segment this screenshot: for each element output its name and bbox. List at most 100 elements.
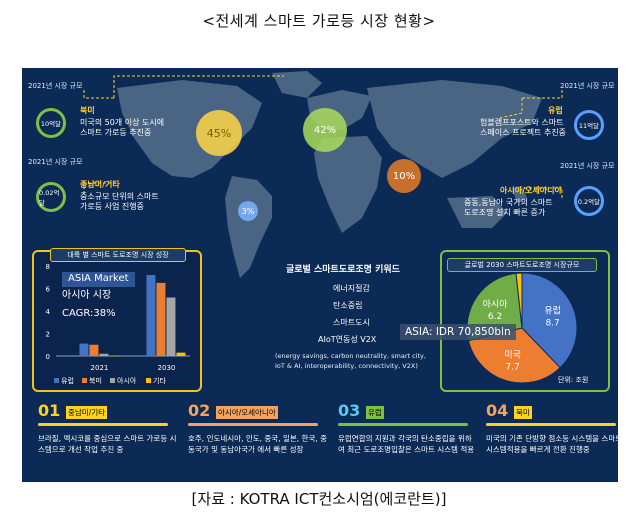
legend-label: 아시아 — [117, 376, 137, 385]
asia-value-ring: 0.2억달 — [574, 186, 604, 216]
keywords-desc-2: IoT & AI, interoperability, connectivity… — [275, 362, 418, 370]
bar-유럽-2021 — [79, 343, 89, 356]
na-name: 북미 — [80, 106, 95, 115]
la-year-label: 2021년 시장 규모 — [28, 158, 83, 166]
section-tag: 중남미/기타 — [66, 406, 108, 419]
y-tick-label: 6 — [46, 286, 51, 294]
section-divider — [38, 423, 168, 426]
y-tick-label: 4 — [46, 308, 51, 316]
bar-annotation-3: CAGR:38% — [62, 308, 116, 319]
bar-북미-2021 — [89, 344, 99, 356]
pie-slice-미국 — [467, 327, 561, 384]
bar-기타-2021 — [109, 355, 119, 357]
pie-slice-유럽 — [521, 272, 578, 369]
bar-annotation-2: 아시아 시장 — [62, 290, 112, 301]
y-tick-label: 0 — [46, 353, 50, 361]
section-divider — [338, 423, 468, 426]
eu-desc-2: 스페이스 프로젝트 추진중 — [480, 128, 567, 137]
legend-label: 북미 — [89, 376, 102, 385]
section-desc: 미국의 기존 단방향 점소등 시스템을 스마트 시스템적용을 빠르게 전환 진행… — [486, 434, 618, 454]
bar-아시아-2030 — [166, 297, 176, 356]
na-desc-1: 미국의 50개 이상 도시에 — [80, 118, 165, 127]
x-tick-label: 2021 — [91, 364, 109, 372]
pie-chart-frame — [440, 250, 610, 392]
source: [자료 : KOTRA ICT컨소시엄(에코란트)] — [191, 490, 447, 508]
bubble-europe: 42% — [303, 108, 347, 152]
bar-annotation-1: ASIA Market — [62, 272, 135, 287]
x-tick-label: 2030 — [158, 364, 176, 372]
infographic-panel: 45% 42% 10% 3% 2021년 시장 규모 10억달 북미 미국의 5… — [22, 68, 618, 482]
pie-slice-other — [515, 272, 523, 329]
y-tick-label: 2 — [46, 331, 50, 339]
asia-year-label: 2021년 시장 규모 — [560, 162, 615, 170]
bubble-north-america: 45% — [196, 110, 242, 156]
bar-유럽-2030 — [146, 275, 156, 356]
pie-label-value: 8.7 — [545, 319, 559, 329]
pie-label-name: 아시아 — [483, 299, 509, 310]
section-desc: 브라질, 멕시코를 중심으로 스마트 가로등 시스템으로 개선 작업 추진 중 — [38, 434, 177, 454]
keyword-2: 탄소중립 — [333, 301, 363, 310]
pie-label-value: 7.7 — [505, 363, 519, 373]
keyword-3: 스마트도시 — [333, 318, 370, 327]
legend-swatch — [54, 378, 59, 383]
pie-chart: 유럽 8.7 미국 7.7 아시아 6.2 — [466, 272, 578, 384]
na-value-ring: 10억달 — [36, 108, 66, 138]
bar-기타-2030 — [176, 352, 186, 356]
pie-label-value: 6.2 — [488, 312, 502, 322]
asia-desc-1: 중동,동남아 국가의 스마트 — [464, 198, 553, 207]
eu-value-ring: 11억달 — [574, 110, 604, 140]
na-year-label: 2021년 시장 규모 — [28, 82, 83, 90]
section-divider — [486, 423, 616, 426]
keyword-1: 에너지절감 — [333, 284, 370, 293]
section-desc: 유럽연합의 지원과 각국의 탄소중립을 위하여 최근 도로조명입찰은 스마트 시… — [338, 434, 475, 454]
la-desc-2: 가로등 사업 진행중 — [80, 202, 144, 211]
asia-value: 0.2억달 — [577, 198, 601, 206]
legend-swatch — [146, 378, 151, 383]
legend-label: 기타 — [153, 376, 166, 385]
eu-value: 11억달 — [578, 122, 600, 130]
legend-swatch — [82, 378, 87, 383]
pie-unit: 단위: 조원 — [558, 376, 589, 384]
world-map — [83, 71, 563, 278]
pie-label-name: 유럽 — [544, 306, 561, 317]
keyword-4: AIoT연동성 V2X — [318, 335, 377, 344]
asia-desc-2: 도로조명 설치 빠른 증가 — [464, 208, 546, 217]
keywords-desc-1: (energy savings, carbon neutrality, smar… — [275, 352, 426, 360]
section-tag: 유럽 — [366, 406, 384, 419]
bar-아시아-2021 — [99, 353, 109, 356]
bubble-asia: 10% — [387, 159, 421, 193]
section-tag: 북미 — [514, 406, 532, 419]
section-number: 04 — [486, 401, 509, 420]
bubble-south-america: 3% — [238, 201, 258, 221]
eu-desc-1: 험블램프포스트와 스마트 — [480, 118, 564, 127]
page-title: <전세계 스마트 가로등 시장 현황> — [202, 12, 436, 30]
la-desc-1: 중소규모 단위의 스마트 — [80, 192, 159, 201]
bar-chart-header: 대륙 별 스마트 도로조명 시장 성장 — [50, 248, 186, 262]
eu-name: 유럽 — [548, 106, 563, 115]
eu-year-label: 2021년 시장 규모 — [560, 82, 615, 90]
pie-chart-header: 글로벌 2030 스마트도로조명 시장규모 — [447, 258, 597, 272]
section-desc: 호주, 인도네시아, 인도, 중국, 일본, 한국, 중동국가 및 동남아국가 … — [188, 434, 328, 454]
y-tick-label: 8 — [46, 263, 50, 271]
section-tag: 아시아/오세아니아 — [216, 406, 278, 419]
section-number: 03 — [338, 401, 361, 420]
section-number: 02 — [188, 401, 211, 420]
na-desc-2: 스마트 가로등 추진중 — [80, 128, 152, 137]
asia-name: 아시아/오세아니아 — [500, 186, 562, 195]
section-number: 01 — [38, 401, 61, 420]
legend-label: 유럽 — [61, 376, 74, 385]
na-value: 10억달 — [40, 120, 62, 128]
la-name: 중남미/기타 — [80, 180, 120, 189]
la-value-ring: 0.02억달 — [36, 182, 66, 212]
pie-label-name: 미국 — [504, 350, 521, 361]
keywords-title: 글로벌 스마트도로조명 키워드 — [286, 265, 400, 275]
section-divider — [188, 423, 318, 426]
la-value: 0.02억달 — [39, 189, 60, 207]
bar-chart: 0 2 4 6 8 2021 2030 유럽 북미 아시아 기타 — [46, 263, 190, 385]
bar-북미-2030 — [156, 282, 166, 356]
legend-swatch — [110, 378, 115, 383]
